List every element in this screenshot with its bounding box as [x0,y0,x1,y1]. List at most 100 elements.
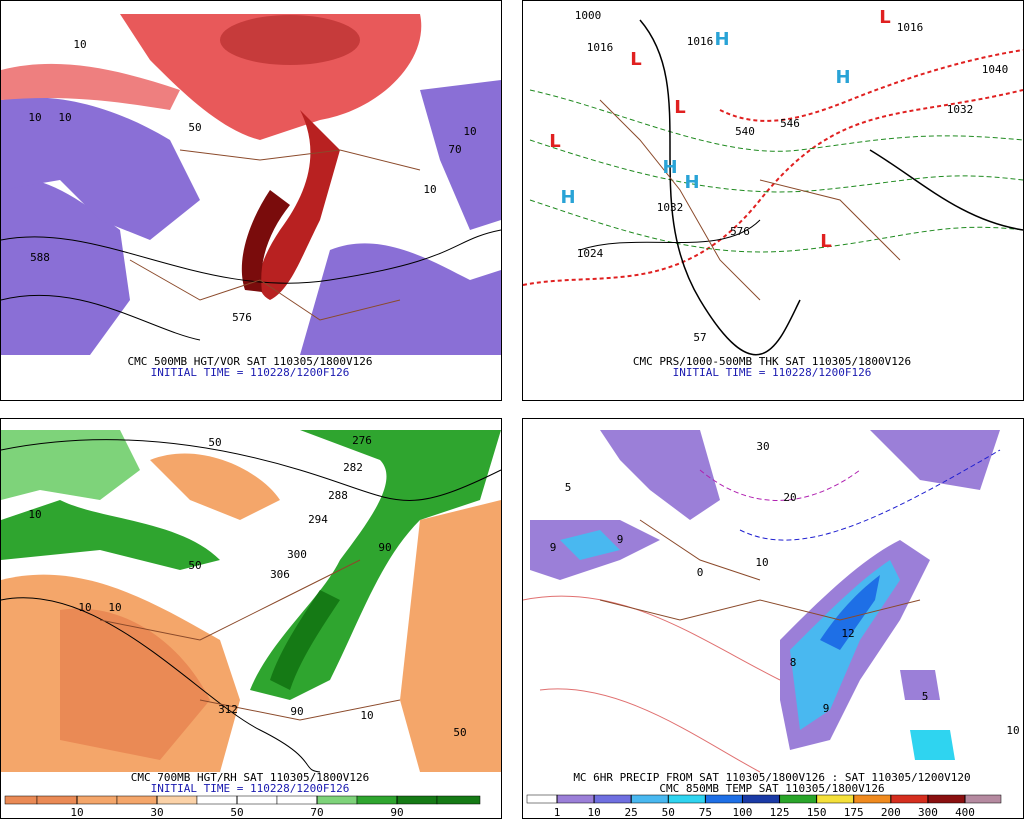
colorbar-swatch [196,795,238,805]
colorbar-label: 150 [807,806,827,819]
contour-label: 10 [463,125,476,138]
contour-label: 20 [783,491,796,504]
panel-caption: CMC 700MB HGT/RH SAT 110305/1800V126 [131,771,369,784]
colorbar-swatch [76,795,118,805]
contour-label: 1000 [575,9,602,22]
contour-label: 1024 [577,247,604,260]
colorbar-swatch [356,795,398,805]
colorbar-swatch [890,794,929,804]
colorbar-swatch [116,795,158,805]
contour-label: 50 [188,559,201,572]
colorbar-swatch [276,795,318,805]
pressure-center: H [560,187,575,208]
colorbar-swatch [779,794,817,804]
colorbar-label: 200 [881,806,901,819]
colorbar-swatch [853,794,892,804]
contour-label: 10 [28,508,41,521]
pressure-center: H [714,29,729,50]
colorbar-swatch [556,794,595,804]
contour-label: 576 [232,311,252,324]
contour-label: 10 [108,601,121,614]
contour-label: 288 [328,489,348,502]
contour-label: 1040 [982,63,1009,76]
colorbar-swatch [526,794,558,804]
pressure-center: H [835,67,850,88]
colorbar-label: 75 [699,806,712,819]
contour-label: 10 [755,556,768,569]
colorbar-swatch [927,794,966,804]
contour-label: 50 [208,436,221,449]
panel-caption: INITIAL TIME = 110228/1200F126 [673,366,872,379]
contour-label: 9 [823,702,830,715]
contour-label: 312 [218,703,238,716]
pressure-map [522,14,1024,356]
colorbar-label: 175 [844,806,864,819]
contour-label: 1016 [587,41,614,54]
contour-label: 5 [922,690,929,703]
colorbar-swatch [396,795,438,805]
contour-label: 30 [756,440,769,453]
contour-label: 1016 [687,35,714,48]
panel-caption: INITIAL TIME = 110228/1200F126 [151,782,350,795]
contour-label: 276 [352,434,372,447]
colorbar-label: 300 [918,806,938,819]
colorbar-swatch [705,794,743,804]
colorbar-swatch [816,794,854,804]
colorbar-swatch [964,794,1002,804]
contour-label: 70 [448,143,461,156]
pressure-center: L [549,131,560,152]
colorbar-label: 1 [554,806,561,819]
contour-label: 90 [378,541,391,554]
contour-label: 282 [343,461,363,474]
colorbar-label: 125 [770,806,790,819]
pressure-center: L [820,231,831,252]
colorbar-label: 25 [625,806,638,819]
contour-label: 10 [58,111,71,124]
colorbar-label: 30 [150,806,163,819]
contour-label: 12 [841,627,854,640]
contour-label: 306 [270,568,290,581]
contour-label: 5 [565,481,572,494]
panel-frame [0,0,502,401]
colorbar-swatch [156,795,198,805]
colorbar-swatch [236,795,278,805]
contour-label: 540 [735,125,755,138]
panel-caption: MC 6HR PRECIP FROM SAT 110305/1800V126 :… [573,771,970,784]
colorbar-label: 50 [230,806,243,819]
colorbar-swatch [436,795,481,805]
panel-caption: CMC 850MB TEMP SAT 110305/1800V126 [659,782,884,795]
contour-label: 50 [453,726,466,739]
contour-label: 50 [188,121,201,134]
pressure-center: L [674,97,685,118]
contour-label: 8 [790,656,797,669]
pressure-center: L [879,7,890,28]
humidity-map [0,430,502,773]
pressure-center: L [630,49,641,70]
precipitation-map [522,430,1023,773]
contour-label: 294 [308,513,328,526]
contour-label: 10 [78,601,91,614]
colorbar-label: 100 [733,806,753,819]
colorbar-swatch [630,794,669,804]
colorbar-swatch [36,795,78,805]
contour-label: 10 [423,183,436,196]
contour-label: 10 [1006,724,1019,737]
colorbar-swatch [742,794,780,804]
contour-label: 90 [290,705,303,718]
contour-label: 1016 [897,21,924,34]
contour-label: 0 [697,566,704,579]
colorbar-swatch [316,795,358,805]
contour-label: 9 [550,541,557,554]
colorbar-label: 400 [955,806,975,819]
panel-caption: CMC PRS/1000-500MB THK SAT 110305/1800V1… [633,355,911,368]
contour-label: 10 [28,111,41,124]
contour-label: 1032 [657,201,684,214]
colorbar-swatch [593,794,632,804]
contour-label: 576 [730,225,750,238]
contour-label: 10 [360,709,373,722]
panel-caption: INITIAL TIME = 110228/1200F126 [151,366,350,379]
contour-label: 1032 [947,103,974,116]
colorbar-swatch [668,794,706,804]
vorticity-map [0,14,502,355]
